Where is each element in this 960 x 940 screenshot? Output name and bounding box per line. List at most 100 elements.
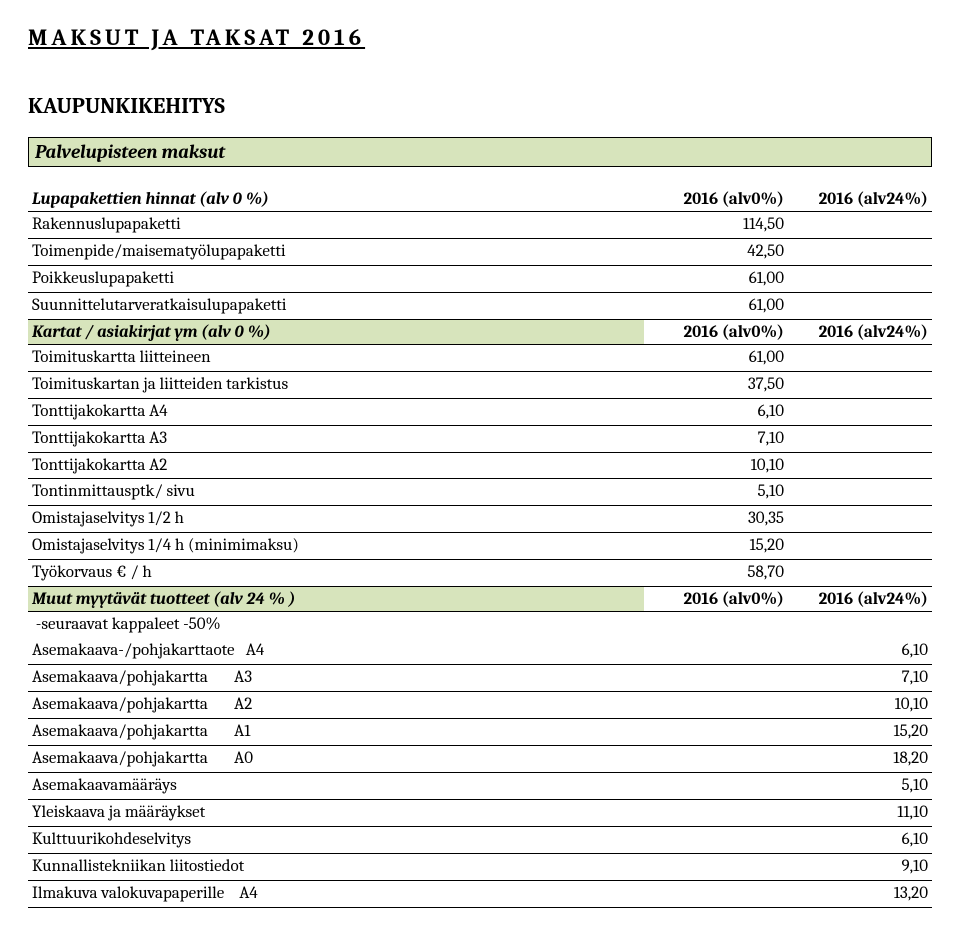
row-label: Omistajaselvitys 1/2 h [28,506,644,532]
row-value-alv0 [644,612,788,638]
table-row: Kunnallistekniikan liitostiedot 9,10 [28,854,932,881]
row-value-alv0 [644,665,788,691]
row-label: Toimituskartta liitteineen [28,345,644,371]
column-header-alv0: 2016 (alv0%) [644,587,788,611]
row-value-alv0: 61,00 [644,293,788,319]
row-value-alv0: 10,10 [644,453,788,479]
row-value-alv0 [644,719,788,745]
table-row: Yleiskaava ja määräykset 11,10 [28,800,932,827]
row-value-alv24 [788,533,932,559]
table-row: Kulttuurikohdeselvitys 6,10 [28,827,932,854]
row-label: Asemakaavamääräys [28,773,644,799]
row-label: -seuraavat kappaleet -50% [28,612,644,638]
row-value-alv24 [788,426,932,452]
row-label: Yleiskaava ja määräykset [28,800,644,826]
table-row: Asemakaava-/pohjakarttaote A4 6,10 [28,638,932,665]
row-label: Asemakaava/pohjakartta A1 [28,719,644,745]
row-value-alv0 [644,881,788,907]
row-value-alv24: 9,10 [788,854,932,880]
table-row: Toimenpide/maisematyölupapaketti42,50 [28,239,932,266]
group-header-label: Muut myytävät tuotteet (alv 24 % ) [28,587,644,611]
column-header-alv24: 2016 (alv24%) [788,587,932,611]
column-header-alv24: 2016 (alv24%) [788,187,932,211]
table-row: Tonttijakokartta A37,10 [28,426,932,453]
table-row: -seuraavat kappaleet -50% [28,612,932,638]
row-label: Tonttijakokartta A4 [28,399,644,425]
row-value-alv0 [644,638,788,664]
row-value-alv0 [644,800,788,826]
table-row: Työkorvaus € / h58,70 [28,560,932,587]
row-label: Tonttijakokartta A3 [28,426,644,452]
row-value-alv24: 5,10 [788,773,932,799]
row-value-alv24 [788,453,932,479]
row-value-alv24: 7,10 [788,665,932,691]
row-label: Poikkeuslupapaketti [28,266,644,292]
group-header-row: Lupapakettien hinnat (alv 0 %)2016 (alv0… [28,187,932,212]
row-value-alv0: 61,00 [644,345,788,371]
row-value-alv24 [788,293,932,319]
group-header-label: Kartat / asiakirjat ym (alv 0 %) [28,320,644,344]
row-value-alv24 [788,212,932,238]
row-value-alv24: 11,10 [788,800,932,826]
row-value-alv24 [788,345,932,371]
row-value-alv0: 37,50 [644,372,788,398]
table-row: Omistajaselvitys 1/2 h30,35 [28,506,932,533]
row-label: Omistajaselvitys 1/4 h (minimimaksu) [28,533,644,559]
row-value-alv0: 15,20 [644,533,788,559]
row-value-alv0: 114,50 [644,212,788,238]
row-value-alv24: 10,10 [788,692,932,718]
group-header-row: Muut myytävät tuotteet (alv 24 % )2016 (… [28,587,932,612]
column-header-alv0: 2016 (alv0%) [644,320,788,344]
panel-header: Palvelupisteen maksut [28,137,932,167]
row-value-alv0: 6,10 [644,399,788,425]
row-value-alv0: 30,35 [644,506,788,532]
page: MAKSUT JA TAKSAT 2016 KAUPUNKIKEHITYS Pa… [0,0,960,932]
row-value-alv24: 6,10 [788,827,932,853]
row-label: Kunnallistekniikan liitostiedot [28,854,644,880]
row-label: Tontinmittausptk/ sivu [28,479,644,505]
row-label: Asemakaava/pohjakartta A3 [28,665,644,691]
row-value-alv24 [788,479,932,505]
row-label: Suunnittelutarveratkaisulupapaketti [28,293,644,319]
row-value-alv24 [788,560,932,586]
row-value-alv0: 7,10 [644,426,788,452]
groups-container: Lupapakettien hinnat (alv 0 %)2016 (alv0… [28,187,932,908]
row-value-alv0: 61,00 [644,266,788,292]
row-value-alv0: 5,10 [644,479,788,505]
column-header-alv0: 2016 (alv0%) [644,187,788,211]
row-value-alv24 [788,372,932,398]
row-label: Asemakaava-/pohjakarttaote A4 [28,638,644,664]
row-value-alv0 [644,692,788,718]
table-row: Asemakaava/pohjakartta A3 7,10 [28,665,932,692]
row-label: Toimituskartan ja liitteiden tarkistus [28,372,644,398]
row-label: Tonttijakokartta A2 [28,453,644,479]
row-value-alv0 [644,827,788,853]
table-row: Asemakaava/pohjakartta A1 15,20 [28,719,932,746]
section-title: KAUPUNKIKEHITYS [28,93,932,119]
row-value-alv24: 18,20 [788,746,932,772]
table-row: Poikkeuslupapaketti61,00 [28,266,932,293]
row-value-alv24 [788,266,932,292]
row-value-alv24 [788,399,932,425]
row-value-alv0 [644,773,788,799]
document-title: MAKSUT JA TAKSAT 2016 [28,24,932,51]
row-value-alv24: 6,10 [788,638,932,664]
table-row: Asemakaava/pohjakartta A2 10,10 [28,692,932,719]
table-row: Toimituskartta liitteineen61,00 [28,345,932,372]
row-label: Asemakaava/pohjakartta A2 [28,692,644,718]
table-row: Omistajaselvitys 1/4 h (minimimaksu)15,2… [28,533,932,560]
row-label: Ilmakuva valokuvapaperille A4 [28,881,644,907]
table-row: Rakennuslupapaketti114,50 [28,212,932,239]
row-label: Kulttuurikohdeselvitys [28,827,644,853]
table-row: Suunnittelutarveratkaisulupapaketti61,00 [28,293,932,320]
row-value-alv24 [788,612,932,638]
row-value-alv0 [644,746,788,772]
row-value-alv0: 58,70 [644,560,788,586]
table-row: Tonttijakokartta A46,10 [28,399,932,426]
row-value-alv24 [788,506,932,532]
row-label: Työkorvaus € / h [28,560,644,586]
row-value-alv0: 42,50 [644,239,788,265]
table-row: Tonttijakokartta A210,10 [28,453,932,480]
row-value-alv24: 15,20 [788,719,932,745]
table-row: Ilmakuva valokuvapaperille A413,20 [28,881,932,908]
